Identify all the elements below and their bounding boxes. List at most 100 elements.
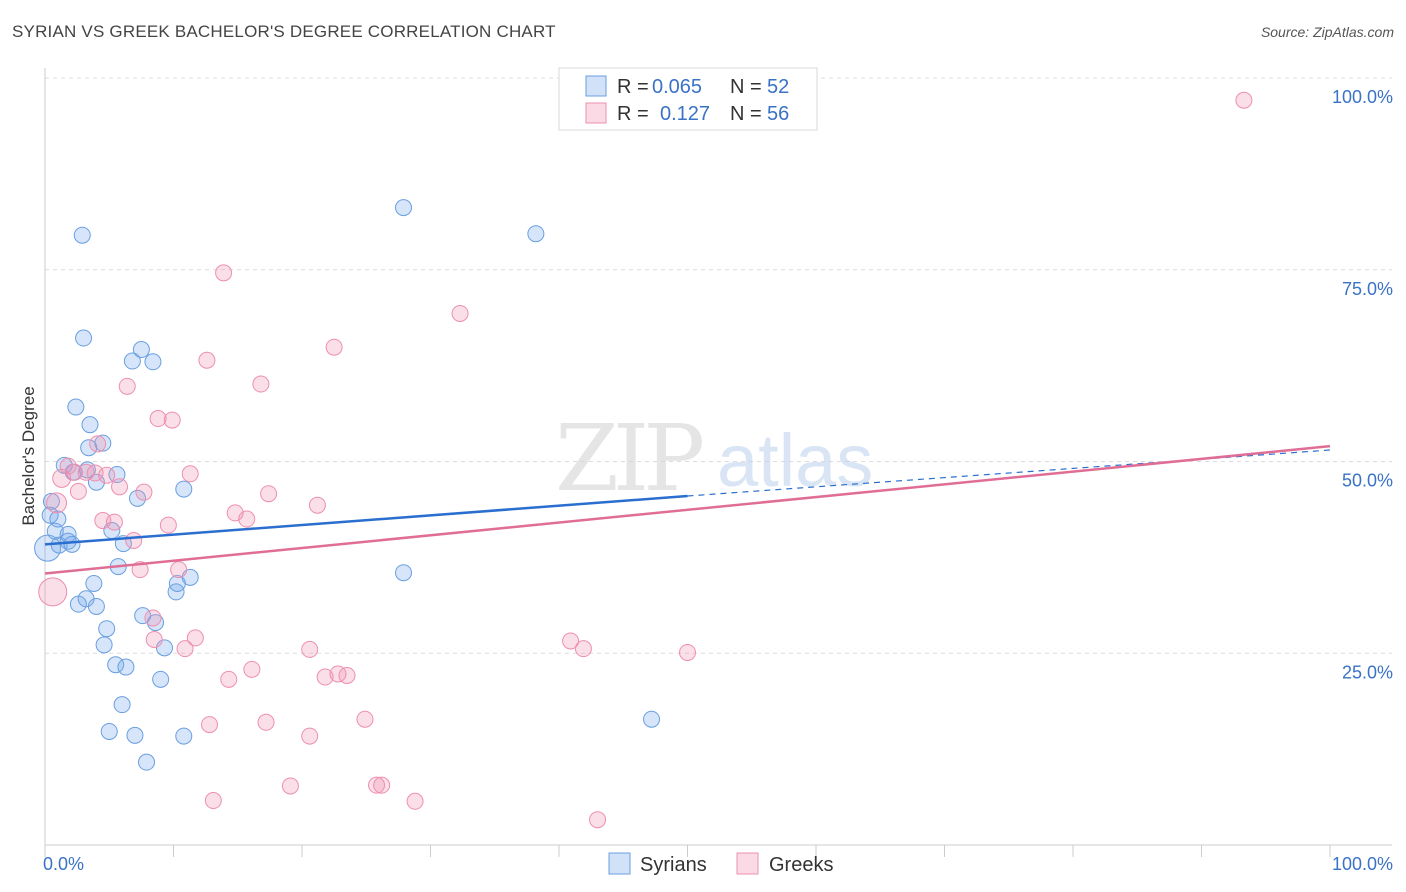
syrians-point (42, 492, 60, 510)
legend-bottom-syrians-swatch (608, 852, 631, 875)
greeks-point (373, 776, 391, 794)
syrians-point (144, 353, 162, 371)
syrians-point (395, 199, 413, 217)
syrians-point (132, 341, 150, 359)
greeks-point (679, 643, 696, 661)
greeks-point (308, 496, 326, 514)
legend-bottom-syrians-label: Syrians (640, 854, 707, 876)
greeks-point (325, 338, 343, 356)
greeks-point (589, 811, 607, 829)
greeks-point (204, 792, 222, 810)
x-tick-label: 0.0% (43, 854, 84, 874)
legend-syrians-r-value: 0.065 (652, 76, 702, 98)
greeks-point (66, 463, 84, 481)
source-label: Source: ZipAtlas.com (1260, 24, 1394, 40)
greeks-point (338, 666, 356, 684)
legend-top: R = 0.065 N = 52 R = 0.127 N = 56 (558, 67, 818, 131)
syrians-point (87, 597, 105, 615)
syrians-point (643, 710, 661, 728)
greeks-point (69, 482, 87, 500)
greeks-point (368, 776, 386, 794)
greeks-point (98, 466, 116, 484)
greeks-point (118, 377, 136, 395)
legend-greeks-n-value: 56 (767, 103, 789, 125)
syrians-point (98, 620, 116, 638)
y-tick-label: 75.0% (1342, 279, 1393, 299)
legend-syrians-n-label: N = (730, 76, 762, 98)
greeks-point (220, 670, 238, 688)
greeks-point (149, 410, 167, 428)
greeks-point (301, 727, 319, 745)
syrians-point (175, 727, 193, 745)
syrians-point (75, 329, 93, 347)
syrians-point (81, 416, 99, 434)
legend-syrians-r-label: R = (617, 76, 649, 98)
syrians-point (527, 225, 545, 243)
greeks-point (257, 713, 275, 731)
greeks-point (163, 411, 181, 429)
y-tick-label: 50.0% (1342, 471, 1393, 491)
x-tick-label: 100.0% (1332, 854, 1393, 874)
watermark-zip: ZIP (555, 405, 702, 512)
syrians-point (123, 352, 141, 370)
legend-bottom-greeks-label: Greeks (769, 854, 833, 876)
syrians-point (167, 583, 185, 601)
syrians-point (34, 534, 62, 562)
legend-greeks-r-label: R = (617, 103, 649, 125)
greeks-point (200, 716, 218, 734)
greeks-point (329, 665, 347, 683)
greeks-point (135, 483, 153, 501)
greeks-point (77, 463, 95, 481)
syrians-point (117, 658, 135, 676)
legend-top-box (558, 67, 818, 131)
greeks-point (105, 513, 123, 531)
greeks-point (125, 532, 143, 550)
greeks-point (243, 660, 261, 678)
y-axis-title: Bachelor's Degree (19, 386, 38, 525)
syrians-point (113, 696, 131, 714)
greeks-point (159, 516, 177, 534)
greeks-point (186, 629, 204, 647)
syrians-point (41, 506, 59, 524)
syrians-point (126, 726, 144, 744)
syrians-point (107, 656, 125, 674)
syrians-point (147, 614, 165, 632)
syrians-point (87, 473, 105, 491)
syrians-point (85, 574, 103, 592)
greeks-point (252, 375, 270, 393)
syrians-point (395, 564, 413, 582)
greeks-point (451, 304, 469, 322)
legend-greeks-n-label: N = (730, 103, 762, 125)
greeks-point (238, 510, 256, 528)
greeks-point (215, 264, 233, 282)
greeks-point (111, 478, 129, 496)
watermark-atlas: atlas (717, 419, 873, 502)
legend-greeks-r-value: 0.127 (660, 103, 710, 125)
legend-greeks-swatch (585, 102, 607, 124)
y-tick-label: 100.0% (1332, 87, 1393, 107)
legend-syrians-n-value: 52 (767, 76, 789, 98)
greeks-point (356, 710, 374, 728)
greeks-point (301, 640, 319, 658)
greeks-point (406, 792, 424, 810)
syrians-point (175, 480, 193, 498)
greeks-point (281, 777, 299, 795)
syrians-trend-line (44, 494, 688, 546)
greeks-point (181, 465, 199, 483)
greeks-point (59, 457, 77, 475)
greeks-point (574, 640, 592, 658)
chart-title: SYRIAN VS GREEK BACHELOR'S DEGREE CORREL… (12, 22, 556, 41)
greeks-point (89, 435, 107, 453)
trend-lines (44, 444, 1331, 575)
greeks-point (145, 630, 163, 648)
greeks-point (144, 609, 162, 627)
greeks-point (562, 632, 580, 650)
greeks-point (38, 577, 68, 607)
legend-syrians-swatch (585, 75, 607, 97)
greeks-point (46, 492, 68, 514)
syrians-point (67, 398, 85, 416)
syrians-point (152, 670, 170, 688)
syrians-trend-extension (687, 449, 1331, 497)
greeks-point (198, 351, 216, 369)
syrians-point (100, 722, 118, 740)
